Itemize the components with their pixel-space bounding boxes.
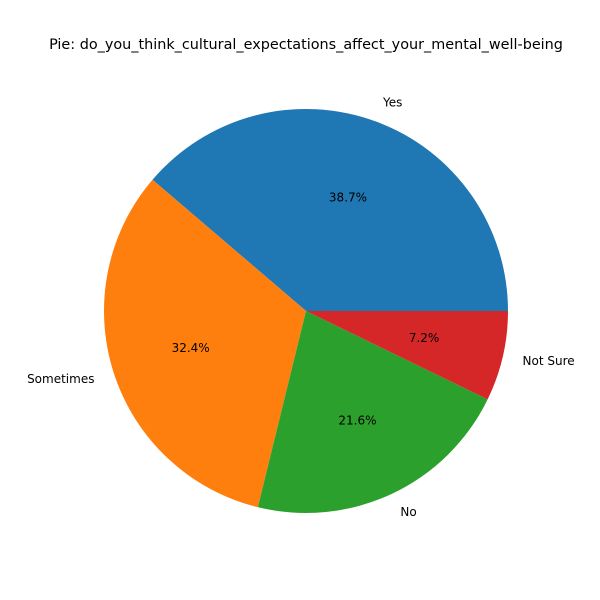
slice-percent-label: 7.2% — [409, 331, 440, 345]
pie-labels: 38.7% Yes 32.4% Sometimes 21.6% No 7.2% Not Sur… — [27, 96, 575, 520]
pie-slice-yes — [152, 109, 509, 312]
slice-category-label: No — [400, 505, 416, 519]
pie-slice-not-sure — [306, 311, 508, 400]
slice-category-label: Not Sure — [523, 354, 575, 368]
slice-percent-label: 38.7% — [329, 190, 367, 204]
pie-slice-sometimes — [104, 179, 306, 508]
pie-slices — [104, 109, 509, 513]
slice-percent-label: 21.6% — [338, 414, 376, 428]
chart-title: Pie: do_you_think_cultural_expectations_… — [49, 37, 563, 53]
slice-category-label: Yes — [382, 96, 402, 110]
slice-category-label: Sometimes — [27, 372, 94, 386]
pie-slice-no — [257, 311, 488, 513]
slice-percent-label: 32.4% — [172, 341, 210, 355]
